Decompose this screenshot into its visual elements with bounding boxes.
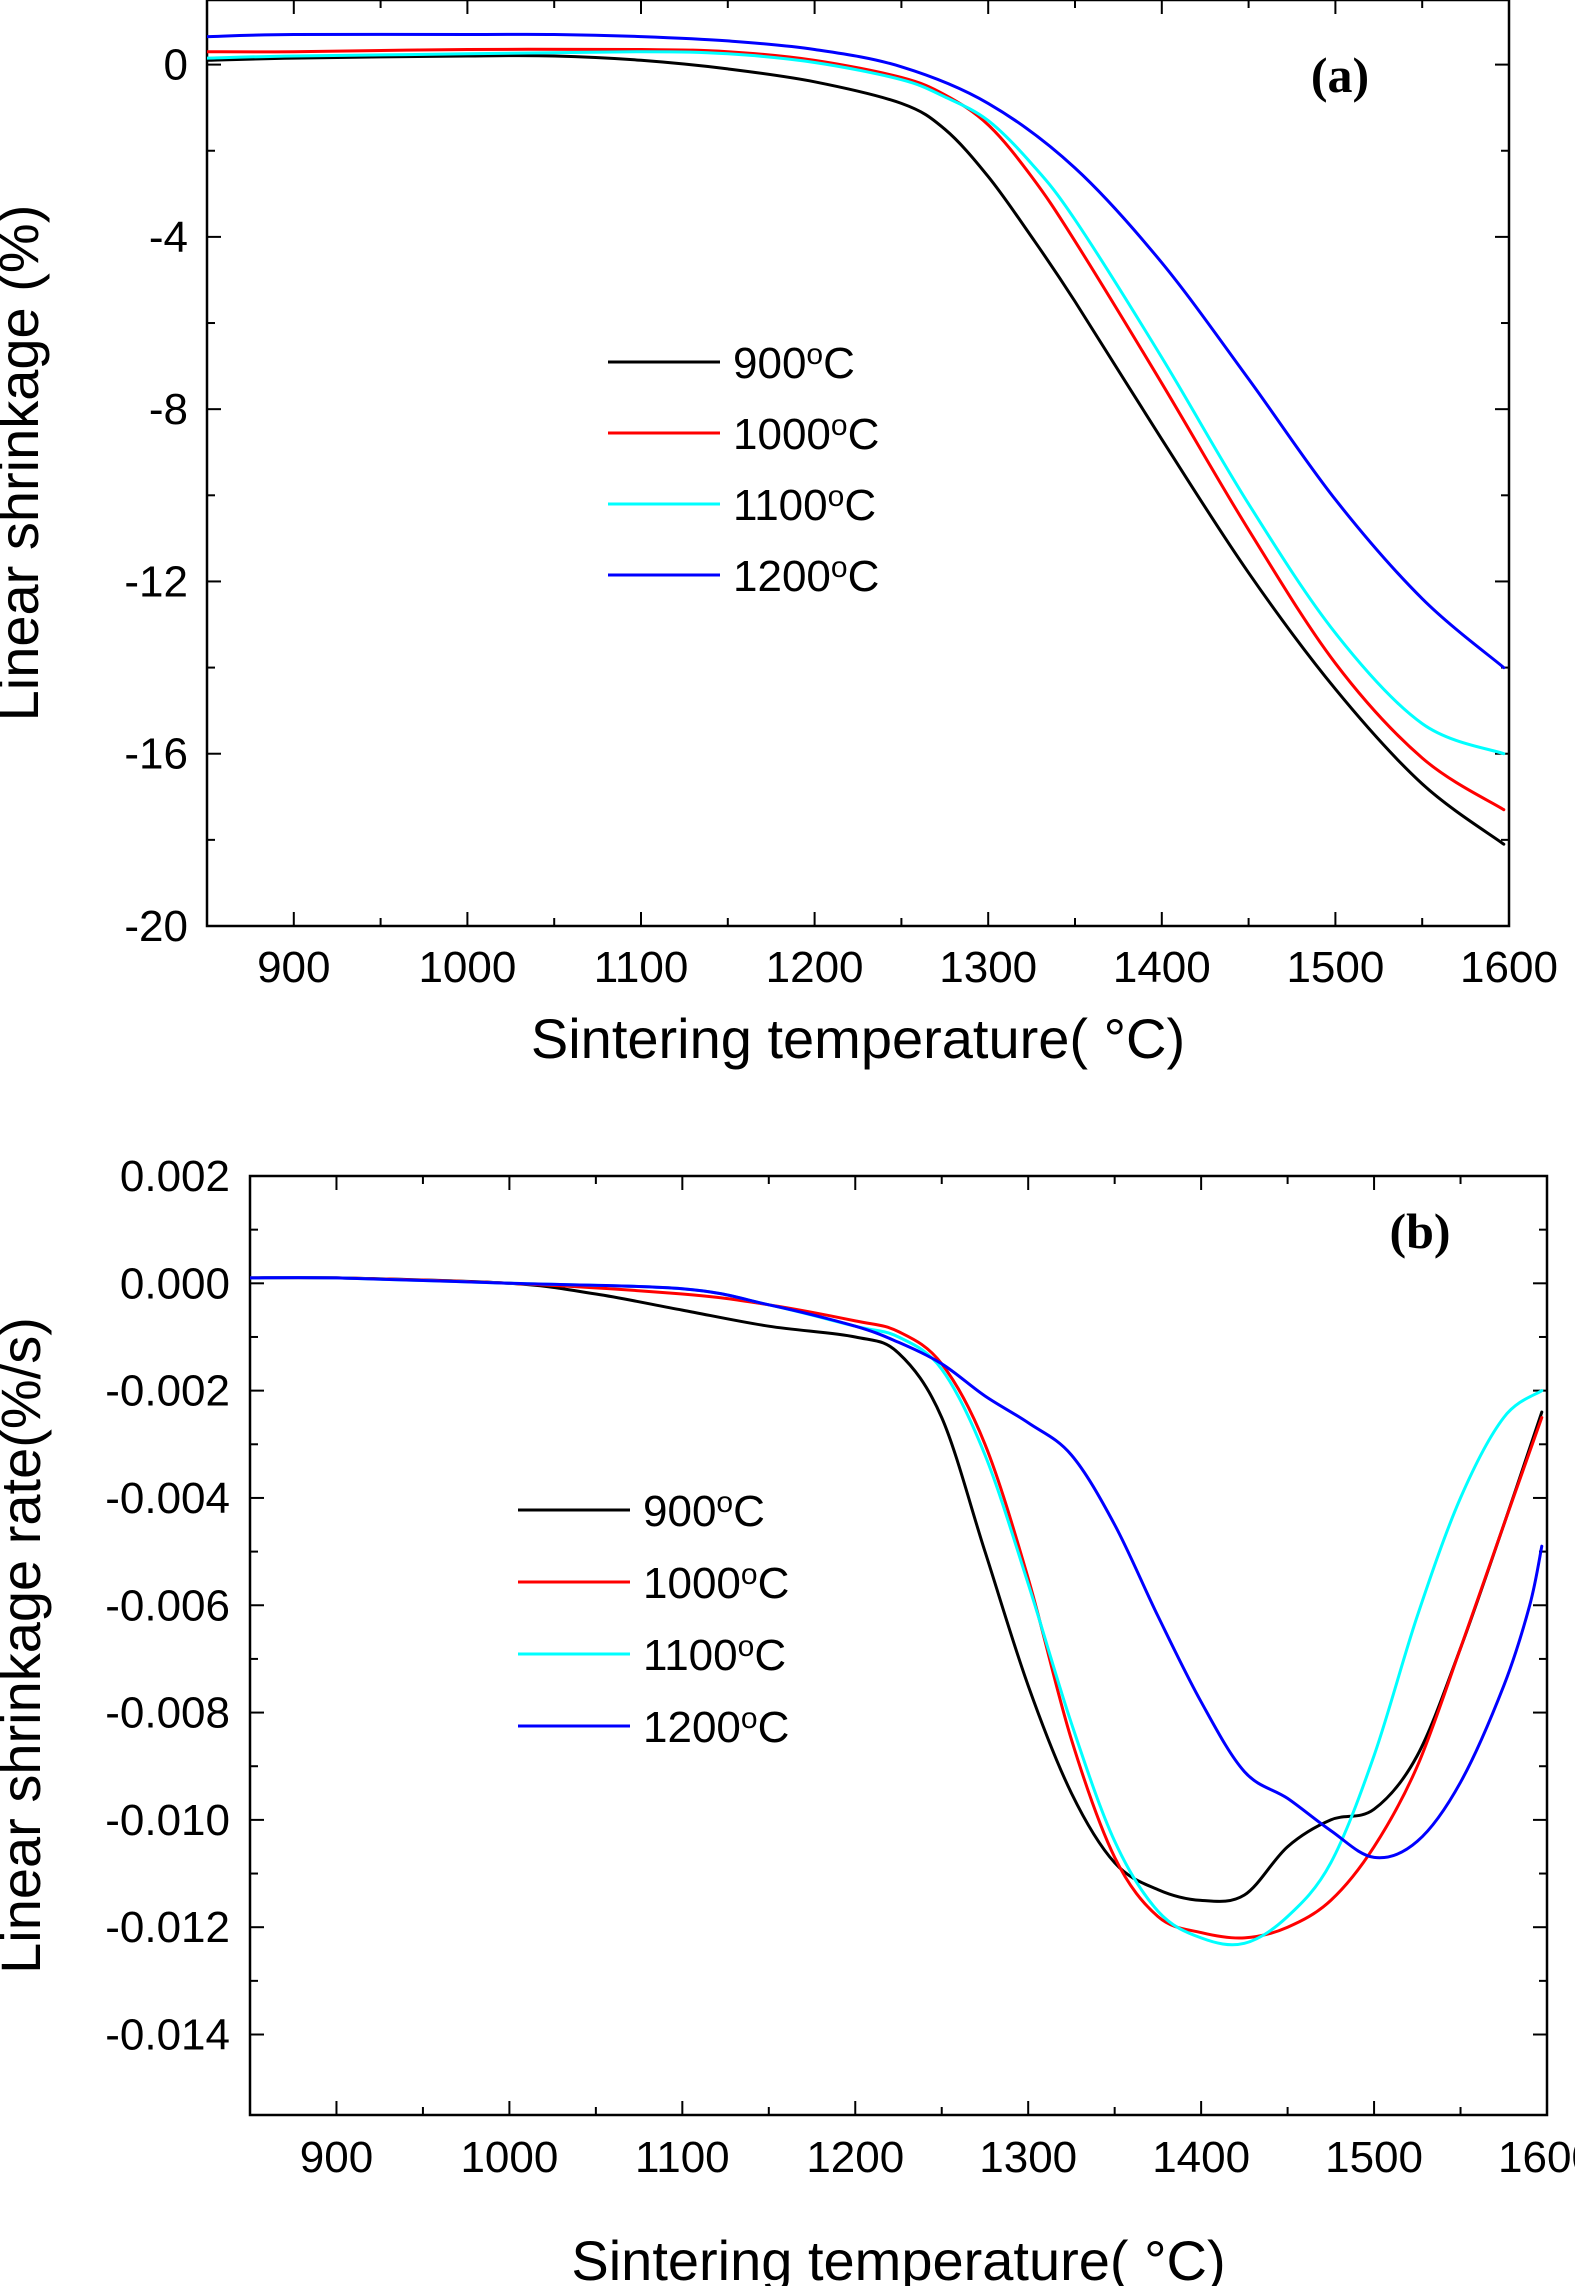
y-tick-label: -0.006 [105,1581,230,1630]
series-line-900c [207,54,1506,846]
x-tick-label: 1400 [1152,2133,1250,2182]
legend-label: 1100oC [643,1630,786,1680]
y-tick-label: -12 [124,557,188,606]
y-tick-label: -8 [149,385,188,434]
y-tick-label: -0.014 [105,2011,230,2060]
y-tick-label: 0.002 [120,1152,230,1201]
series-line-1000c [207,47,1506,812]
x-axis-title: Sintering temperature( °C) [571,2229,1225,2286]
series-line-1200c [250,1276,1544,1860]
series-group [250,1276,1544,1947]
series-line-1200c [207,32,1506,670]
x-tick-label: 1500 [1325,2133,1423,2182]
x-tick-label: 1000 [460,2133,558,2182]
x-tick-label: 1300 [979,2133,1077,2182]
axis-frame [205,0,1511,928]
x-tick-label: 1600 [1460,943,1558,992]
panel-label: (b) [1389,1203,1450,1259]
x-tick-label: 1600 [1498,2133,1575,2182]
series-line-900c [250,1276,1544,1903]
chart-panel-a: 900 1000 1100 1200 1300 1400 1500 1600 0 -4 -8 -12 -… [0,0,1558,1070]
legend-label: 900oC [733,338,855,388]
x-axis-title: Sintering temperature( °C) [531,1007,1185,1070]
legend-label: 1200oC [643,1702,789,1752]
x-tick-label: 1000 [418,943,516,992]
legend: 900oC 1000oC 1100oC 1200oC [518,1486,789,1752]
y-tick-label: 0 [164,41,188,90]
legend-label: 1000oC [643,1558,789,1608]
legend-label: 900oC [643,1486,765,1536]
axis-frame [248,1174,1549,2117]
x-tick-label: 1300 [939,943,1037,992]
series-line-1000c [250,1276,1544,1940]
y-tick-label: -0.008 [105,1689,230,1738]
y-axis-title: Linear shrinkage rate(%/s) [0,1317,52,1974]
x-tick-label: 1500 [1286,943,1384,992]
y-tick-label: -0.002 [105,1367,230,1416]
chart-panel-b: 900 1000 1100 1200 1300 1400 1500 1600 0.002 0.00… [0,1152,1575,2286]
y-tick-label: -20 [124,902,188,951]
y-tick-label: -16 [124,730,188,779]
y-axis-title: Linear shrinkage (%) [0,205,50,722]
x-tick-label: 1200 [766,943,864,992]
x-tick-label: 1100 [635,2133,730,2182]
y-tick-label: -0.004 [105,1474,230,1523]
legend-label: 1100oC [733,480,876,530]
legend: 900oC 1000oC 1100oC 1200oC [608,338,879,601]
y-tick-label: -0.012 [105,1903,230,1952]
panel-label: (a) [1311,47,1369,103]
x-tick-label: 1400 [1113,943,1211,992]
y-tick-label: 0.000 [120,1259,230,1308]
y-tick-label: -4 [149,213,188,262]
legend-label: 1200oC [733,551,879,601]
x-tick-label: 900 [257,943,330,992]
y-tick-label: -0.010 [105,1796,230,1845]
x-tick-label: 1100 [594,943,689,992]
series-line-1100c [207,50,1506,756]
legend-label: 1000oC [733,409,879,459]
series-group [207,32,1506,846]
x-tick-label: 900 [300,2133,373,2182]
x-tick-label: 1200 [806,2133,904,2182]
